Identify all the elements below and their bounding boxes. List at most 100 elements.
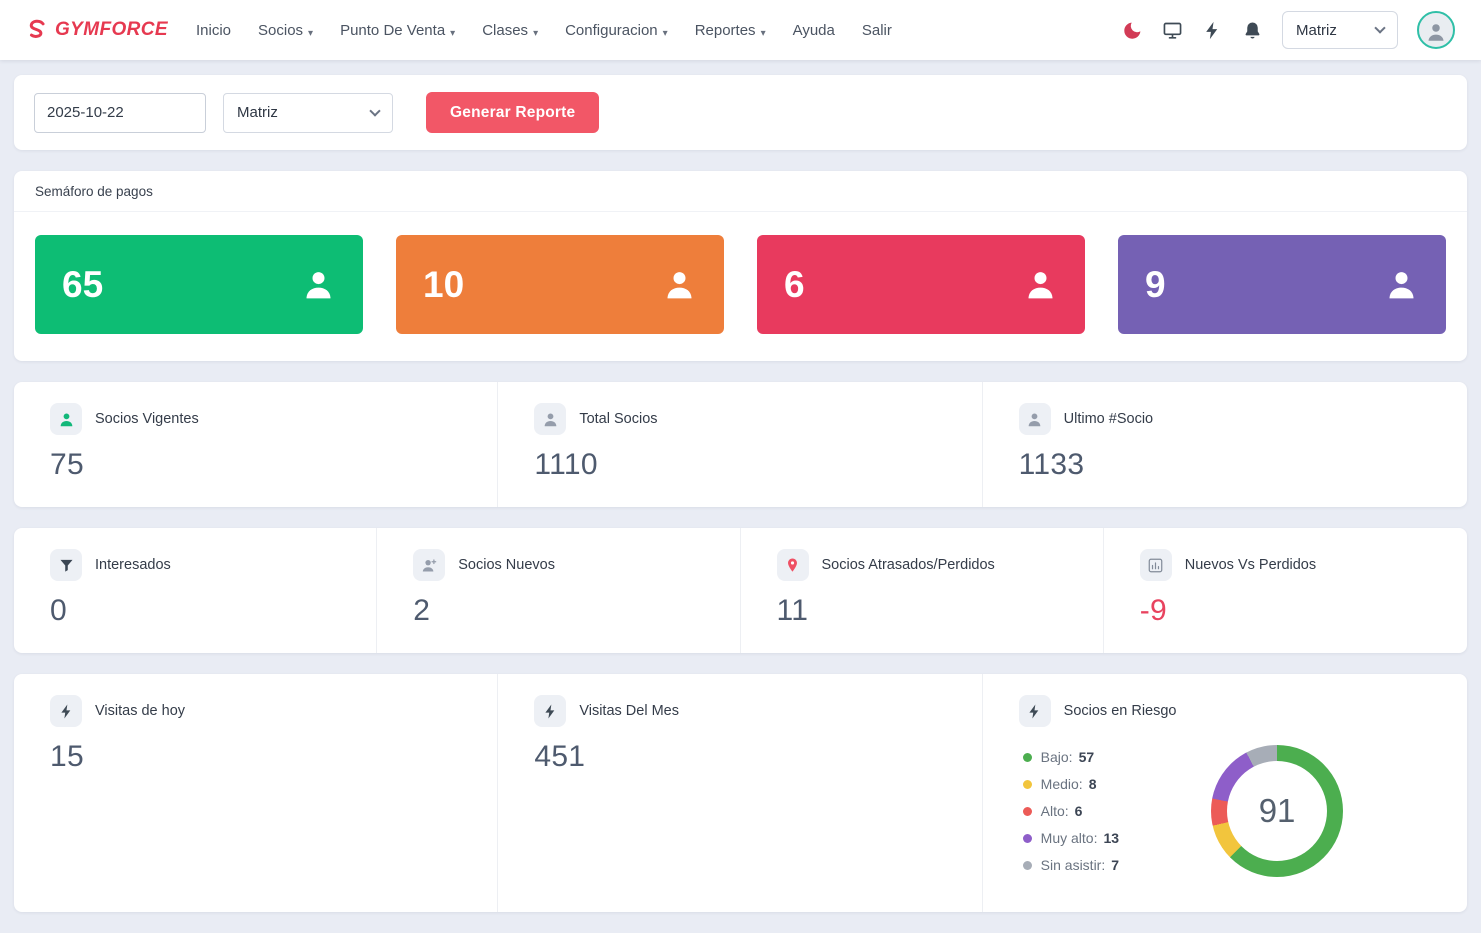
semaforo-tile-orange[interactable]: 10 [396,235,724,334]
legend-label: Sin asistir: [1040,857,1106,873]
stat-icon-badge [50,549,82,581]
chevron-down-icon [1374,22,1386,34]
stat-value: 451 [534,740,586,773]
stat-label: Interesados [95,557,171,573]
bolt-icon [1029,704,1039,718]
legend-dot-purple [1022,833,1032,843]
report-date-input[interactable] [34,92,206,133]
chevron-down-icon [533,22,538,39]
nav-item-reportes[interactable]: Reportes [695,22,766,39]
generate-report-button[interactable]: Generar Reporte [426,92,600,133]
semaforo-tile-red[interactable]: 6 [757,235,1085,334]
branch-select-value: Matriz [1296,21,1337,39]
dark-mode-toggle[interactable] [1122,20,1143,41]
stat-value: 11 [776,594,809,627]
legend-dot-green [1022,752,1032,762]
nav-item-inicio[interactable]: Inicio [196,22,231,39]
semaforo-card: Semáforo de pagos 65 10 6 9 [14,171,1467,361]
moon-icon [1124,22,1141,39]
semaforo-tile-purple[interactable]: 9 [1118,235,1446,334]
legend-item-alto: Alto: 6 [1022,803,1119,819]
stat-label: Ultimo #Socio [1063,411,1154,427]
nav-item-ayuda[interactable]: Ayuda [793,22,835,39]
stat-icon-badge [50,695,82,727]
legend-item-sin-asistir: Sin asistir: 7 [1022,857,1119,873]
stat-visitas-mes: Visitas Del Mes 451 [498,674,983,912]
stat-socios-vigentes: Socios Vigentes 75 [14,382,499,507]
pin-icon [788,558,797,572]
report-branch-select[interactable]: Matriz [223,92,393,133]
tile-value: 9 [1145,263,1166,305]
nav-label: Clases [482,21,529,39]
person-icon [1389,272,1414,299]
legend-item-medio: Medio: 8 [1022,776,1119,792]
stat-nuevos-vs-perdidos: Nuevos Vs Perdidos -9 [1104,528,1467,653]
risk-donut-chart: 91 [1211,745,1344,877]
stat-icon-badge [1139,549,1172,581]
stats-card-socios: Socios Vigentes 75 Total Socios 1110 Ult… [14,382,1467,507]
nav-item-clases[interactable]: Clases [482,22,538,39]
tile-value: 10 [423,263,465,305]
brand-logo[interactable]: GYMFORCE [26,19,168,42]
nav-label: Punto De Venta [340,21,446,39]
person-add-icon [422,558,437,572]
risk-legend: Bajo: 57 Medio: 8 Alto: 6 Muy alto: 13 Sin a… [1022,749,1119,873]
stat-label: Socios Atrasados/Perdidos [821,557,995,573]
person-icon [1428,24,1444,41]
stat-ultimo-socio: Ultimo #Socio 1133 [983,382,1467,507]
stat-socios-atrasados-perdidos: Socios Atrasados/Perdidos 11 [741,528,1104,653]
notifications-button[interactable] [1242,20,1263,41]
funnel-icon [59,559,73,572]
person-icon [1028,272,1053,299]
branch-select[interactable]: Matriz [1282,11,1398,49]
stat-label: Total Socios [579,411,658,427]
legend-value: 8 [1088,776,1097,792]
bolt-icon [60,704,70,718]
bolt-icon [545,704,555,718]
nav-item-configuracion[interactable]: Configuracion [565,22,668,39]
stat-icon-badge [534,695,567,727]
legend-value: 57 [1078,749,1095,765]
stat-total-socios: Total Socios 1110 [498,382,983,507]
chevron-down-icon [761,22,766,39]
bell-icon [1245,21,1260,38]
user-avatar[interactable] [1417,11,1455,49]
nav-item-socios[interactable]: Socios [258,22,313,39]
legend-dot-yellow [1022,779,1032,789]
stat-label: Socios Nuevos [458,557,555,573]
gymforce-logo-icon [29,19,45,38]
semaforo-title: Semáforo de pagos [14,171,1467,212]
person-icon [306,272,331,299]
person-icon [667,272,692,299]
screen-mode-button[interactable] [1162,20,1183,41]
person-icon [60,412,72,426]
legend-label: Medio: [1040,776,1083,792]
top-navbar: GYMFORCE Inicio Socios Punto De Venta Cl… [0,0,1481,60]
nav-item-punto-de-venta[interactable]: Punto De Venta [340,22,455,39]
main-nav: Inicio Socios Punto De Venta Clases Conf… [196,22,892,39]
stat-value: 75 [50,448,84,481]
stat-interesados: Interesados 0 [14,528,378,653]
nav-label: Ayuda [792,21,835,39]
legend-dot-red [1022,806,1032,816]
stat-icon-badge [776,549,809,581]
nav-label: Salir [861,21,892,39]
nav-label: Socios [258,21,304,39]
nav-label: Configuracion [565,21,658,39]
stat-socios-en-riesgo: Socios en Riesgo Bajo: 57 Medio: 8 Alto: 6 … [983,674,1467,912]
stat-value: 1133 [1018,448,1085,481]
nav-label: Inicio [195,21,232,39]
stat-icon-badge [1018,403,1051,435]
tile-value: 6 [784,263,805,305]
semaforo-tile-green[interactable]: 65 [35,235,363,334]
report-filter-card: Matriz Generar Reporte [14,75,1467,150]
nav-item-salir[interactable]: Salir [862,22,892,39]
report-branch-value: Matriz [237,104,278,121]
monitor-icon [1163,22,1182,39]
legend-label: Muy alto: [1040,830,1098,846]
activity-button[interactable] [1202,20,1223,41]
stats-card-movimiento: Interesados 0 Socios Nuevos 2 Socios Atr… [14,528,1467,653]
tile-value: 65 [62,263,104,305]
stat-value: 15 [50,740,84,773]
semaforo-tiles: 65 10 6 9 [14,212,1467,361]
